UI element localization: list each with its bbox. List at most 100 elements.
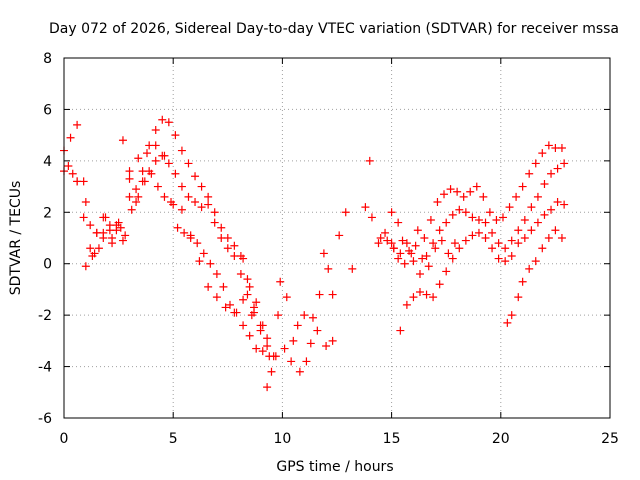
data-point <box>538 149 547 158</box>
data-point <box>396 326 405 335</box>
data-point <box>132 198 141 206</box>
data-point <box>446 185 455 194</box>
data-point <box>374 239 383 248</box>
data-point <box>518 182 527 191</box>
data-point <box>243 290 252 299</box>
grid-lines <box>64 58 610 418</box>
data-point <box>274 311 283 320</box>
data-point <box>341 208 350 217</box>
data-point <box>461 208 470 217</box>
data-point <box>287 357 296 366</box>
data-point <box>494 254 503 263</box>
data-point <box>263 334 272 343</box>
y-axis-label: SDTVAR / TECUs <box>8 181 24 296</box>
data-point <box>553 164 562 173</box>
data-point <box>492 216 501 224</box>
data-point <box>230 252 239 260</box>
data-point <box>121 231 130 240</box>
data-point <box>450 239 459 248</box>
data-point <box>405 246 414 255</box>
data-point <box>68 169 77 178</box>
data-point <box>402 300 411 309</box>
data-point <box>230 241 239 250</box>
series-sat-track-i <box>389 198 569 335</box>
data-point <box>191 198 200 206</box>
data-point <box>409 257 418 266</box>
data-point <box>158 115 167 124</box>
data-point <box>479 192 488 201</box>
data-point <box>485 208 494 217</box>
data-point <box>171 169 180 178</box>
data-point <box>474 228 483 237</box>
data-point <box>547 205 556 214</box>
data-point <box>481 218 490 227</box>
data-point <box>118 136 127 145</box>
data-point <box>177 205 186 214</box>
data-point <box>313 326 322 335</box>
data-point <box>258 321 267 330</box>
data-point <box>105 221 114 230</box>
series-sat-track-h <box>376 159 569 278</box>
data-point <box>315 290 324 299</box>
data-point <box>422 290 431 299</box>
series-sat-track-a <box>60 115 272 343</box>
data-point <box>560 159 569 168</box>
data-point <box>507 252 516 260</box>
data-point <box>99 228 108 237</box>
data-point <box>199 249 208 258</box>
data-point <box>544 141 553 150</box>
series-sat-track-d <box>73 141 256 320</box>
y-tick-labels: -6 -4 -2 0 2 4 6 8 <box>38 51 52 427</box>
data-point <box>212 293 221 302</box>
data-point <box>125 167 134 176</box>
data-point <box>180 228 189 237</box>
data-point <box>413 226 422 235</box>
data-point <box>424 262 433 271</box>
data-point <box>151 126 160 134</box>
data-point <box>142 149 151 158</box>
data-point <box>328 290 337 299</box>
data-point <box>184 192 193 201</box>
data-point <box>295 367 304 376</box>
data-point <box>426 216 435 224</box>
data-point <box>108 239 117 248</box>
data-point <box>422 252 431 260</box>
data-point <box>197 203 206 212</box>
data-point <box>531 257 540 266</box>
data-point <box>387 208 396 217</box>
series-sat-track-g <box>361 141 566 268</box>
data-point <box>204 282 213 291</box>
data-point <box>127 205 136 214</box>
data-point <box>533 218 542 227</box>
data-point <box>474 216 483 224</box>
data-point <box>197 182 206 191</box>
data-point <box>306 339 315 348</box>
series-sat-track-k <box>387 208 459 271</box>
data-point <box>437 236 446 245</box>
data-point <box>396 249 405 258</box>
data-point <box>348 264 357 273</box>
y-tick-label: -2 <box>38 308 52 324</box>
data-point <box>118 236 127 245</box>
data-point <box>252 344 261 353</box>
data-point <box>507 311 516 320</box>
data-point <box>389 244 398 253</box>
y-tick-label: 4 <box>43 154 52 170</box>
data-point <box>271 352 280 361</box>
data-point <box>361 203 370 212</box>
data-point <box>134 154 143 163</box>
series-sat-track-f <box>276 277 337 376</box>
data-point <box>367 213 376 222</box>
data-point <box>195 257 204 266</box>
y-tick-label: -6 <box>38 411 52 427</box>
data-point <box>525 169 534 178</box>
data-point <box>501 244 510 253</box>
data-point <box>160 151 169 160</box>
data-point <box>302 357 311 366</box>
data-point <box>184 159 193 168</box>
data-point <box>173 223 182 232</box>
y-tick-label: 8 <box>43 51 52 67</box>
data-point <box>501 257 510 266</box>
data-point <box>177 146 186 155</box>
data-point <box>276 277 285 286</box>
